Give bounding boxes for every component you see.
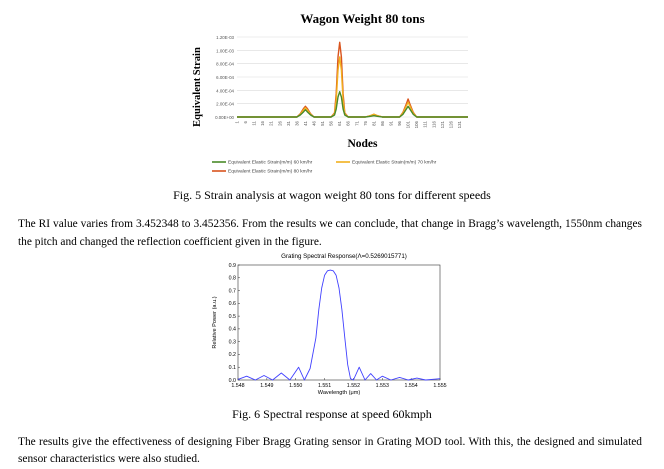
chart1-xtick-label: 36 xyxy=(294,120,299,125)
chart2-ytick-label: 0.1 xyxy=(229,365,236,371)
strain-chart-svg: Wagon Weight 80 tons 0.00E+00 2.00E-04 4.00… xyxy=(192,11,468,175)
chart1-xtick-label: 66 xyxy=(346,120,351,125)
chart1-legend-label: Equivalent Elastic Strain(m/m) 60 km/hr xyxy=(228,160,313,166)
chart1-xtick-label: 21 xyxy=(269,120,274,125)
chart2-xtick-label: 1.552 xyxy=(347,383,360,389)
chart2-ytick-label: 0.3 xyxy=(229,339,236,345)
chart1-xtick-label: 106 xyxy=(414,120,419,128)
chart2-ytick-label: 0.2 xyxy=(229,352,236,358)
chart1-series-line xyxy=(237,56,468,118)
chart1-xtick-label: 71 xyxy=(354,120,359,125)
chart1-ytick-label: 6.00E-04 xyxy=(216,75,234,80)
chart2-xtick-label: 1.550 xyxy=(289,383,302,389)
figure6-caption: Fig. 6 Spectral response at speed 60kmph xyxy=(232,407,432,421)
chart2-ytick-label: 0.8 xyxy=(229,276,236,282)
chart1-xtick-label: 76 xyxy=(363,120,368,125)
chart1-xlabel: Nodes xyxy=(347,138,378,150)
chart1-legend-label: Equivalent Elastic Strain(m/m) 70 km/hr xyxy=(352,160,437,166)
chart1-xtick-label: 81 xyxy=(371,120,376,125)
chart1-xtick-label: 26 xyxy=(277,120,282,125)
chart1-xtick-label: 46 xyxy=(312,120,317,125)
chart2-title: Grating Spectral Response(Λ=0.5269015771… xyxy=(281,253,407,260)
chart1-xtick-label: 91 xyxy=(389,120,394,125)
chart1-xtick-label: 131 xyxy=(457,120,462,128)
chart1-ylabel: Equivalent Strain xyxy=(192,47,203,127)
chart1-xtick-label: 126 xyxy=(448,120,453,128)
figure-spectral-response: Grating Spectral Response(Λ=0.5269015771… xyxy=(205,250,455,400)
chart1-xtick-label: 11 xyxy=(252,120,257,125)
chart1-ytick-label: 1.20E-03 xyxy=(216,35,234,40)
chart2-ytick-label: 0.5 xyxy=(229,314,236,320)
chart2-ytick-label: 0.7 xyxy=(229,288,236,294)
chart1-ytick-label: 2.00E-04 xyxy=(216,102,234,107)
chart1-xtick-label: 101 xyxy=(406,120,411,128)
chart2-ytick-label: 0.6 xyxy=(229,301,236,307)
chart1-ytick-label: 8.00E-04 xyxy=(216,62,234,67)
chart1-xtick-label: 6 xyxy=(243,120,248,123)
chart1-title: Wagon Weight 80 tons xyxy=(300,11,424,26)
chart1-xtick-label: 51 xyxy=(320,120,325,125)
chart1-xtick-label: 31 xyxy=(286,120,291,125)
chart2-xtick-label: 1.551 xyxy=(318,383,331,389)
chart1-series-line xyxy=(237,41,468,118)
chart1-xtick-label: 121 xyxy=(440,120,445,128)
chart1-xtick-label: 111 xyxy=(423,120,428,127)
chart2-response-curve xyxy=(237,269,441,381)
spectral-chart-svg: Grating Spectral Response(Λ=0.5269015771… xyxy=(212,253,447,396)
chart2-xtick-label: 1.555 xyxy=(433,383,446,389)
chart2-ytick-label: 0.0 xyxy=(229,378,236,384)
chart1-xtick-label: 61 xyxy=(337,120,342,125)
figure-strain-chart: Wagon Weight 80 tons 0.00E+00 2.00E-04 4.00… xyxy=(190,4,480,184)
chart1-xtick-label: 41 xyxy=(303,120,308,125)
chart2-ytick-label: 0.4 xyxy=(229,327,236,333)
chart2-xtick-label: 1.554 xyxy=(405,383,418,389)
chart1-xtick-label: 1 xyxy=(235,120,240,123)
chart2-xtick-label: 1.549 xyxy=(260,383,273,389)
chart1-xtick-label: 96 xyxy=(397,120,402,125)
chart1-series-line xyxy=(237,90,468,118)
chart1-xtick-label: 116 xyxy=(431,120,436,128)
paragraph-ri-value: The RI value varies from 3.452348 to 3.4… xyxy=(18,218,642,248)
chart1-ytick-label: 1.00E-03 xyxy=(216,48,234,53)
chart2-xtick-label: 1.553 xyxy=(376,383,389,389)
chart1-xtick-label: 86 xyxy=(380,120,385,125)
chart1-ytick-label: 0.00E+00 xyxy=(215,115,234,120)
paragraph-results: The results give the effectiveness of de… xyxy=(18,436,642,465)
chart1-legend-label: Equivalent Elastic Strain(m/m) 80 km/hr xyxy=(228,169,313,175)
chart1-ytick-label: 4.00E-04 xyxy=(216,88,234,93)
chart2-ytick-label: 0.9 xyxy=(229,263,236,269)
chart2-xtick-label: 1.548 xyxy=(231,383,244,389)
chart2-ylabel: Relative Power (a.u.) xyxy=(212,296,218,348)
chart1-xtick-label: 16 xyxy=(260,120,265,125)
figure5-caption: Fig. 5 Strain analysis at wagon weight 8… xyxy=(173,188,491,202)
chart1-xtick-label: 56 xyxy=(329,120,334,125)
chart2-xlabel: Wavelength (μm) xyxy=(318,390,361,396)
chart2-plot-frame xyxy=(237,264,441,381)
